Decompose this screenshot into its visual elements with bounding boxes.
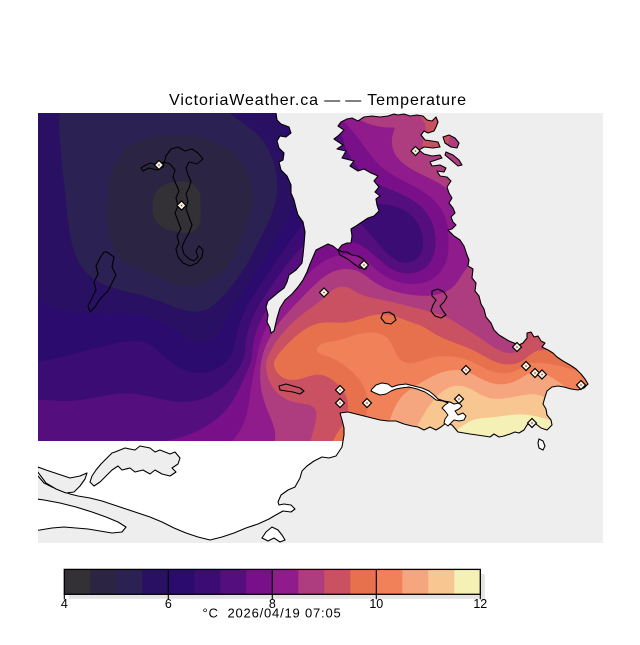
svg-text:12: 12 — [473, 597, 487, 611]
svg-text:10: 10 — [369, 597, 383, 611]
svg-text:8: 8 — [269, 597, 276, 611]
svg-text:VictoriaWeather.ca — — Tempera: VictoriaWeather.ca — — Temperature — [169, 92, 467, 109]
svg-text:°C 2026/04/19 07:05: °C 2026/04/19 07:05 — [202, 606, 341, 621]
svg-text:6: 6 — [165, 597, 172, 611]
svg-text:4: 4 — [61, 597, 68, 611]
